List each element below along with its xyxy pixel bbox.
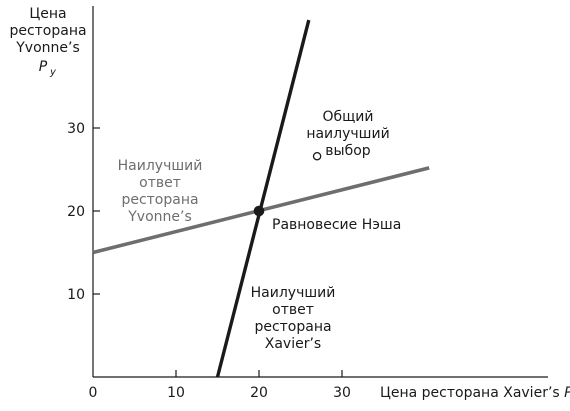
y-axis-subscript: y — [49, 67, 57, 78]
labels: Наилучший ответ ресторана Yvonne’s Равновеси… — [118, 109, 402, 352]
points — [253, 151, 322, 217]
x-tick-label: 30 — [333, 385, 351, 401]
axes: 0 10 20 30 10 20 30 Цена ресторана Yvonne’s P y Цена… — [9, 6, 570, 404]
best-label: Общий наилучший выбор — [306, 109, 389, 159]
nash-equilibrium-point — [253, 205, 265, 217]
x-axis-label: Цена ресторана Xavier’s Px — [380, 385, 570, 404]
x-tick-label: 10 — [167, 385, 185, 401]
yvonne-label: Наилучший ответ ресторана Yvonne’s — [118, 158, 203, 225]
y-axis-label: Цена ресторана Yvonne’s — [9, 6, 86, 56]
y-tick-label: 30 — [67, 121, 85, 137]
x-tick-label: 0 — [89, 385, 98, 401]
y-tick-label: 10 — [67, 287, 85, 303]
xavier-best-response-line — [215, 19, 311, 378]
y-tick-label: 20 — [67, 204, 85, 220]
xavier-label: Наилучший ответ ресторана Xavier’s — [251, 285, 336, 352]
joint-best-choice-point — [312, 151, 322, 161]
nash-label: Равновесие Нэша — [272, 217, 401, 233]
y-axis-symbol: P — [39, 59, 48, 75]
x-tick-label: 20 — [250, 385, 268, 401]
